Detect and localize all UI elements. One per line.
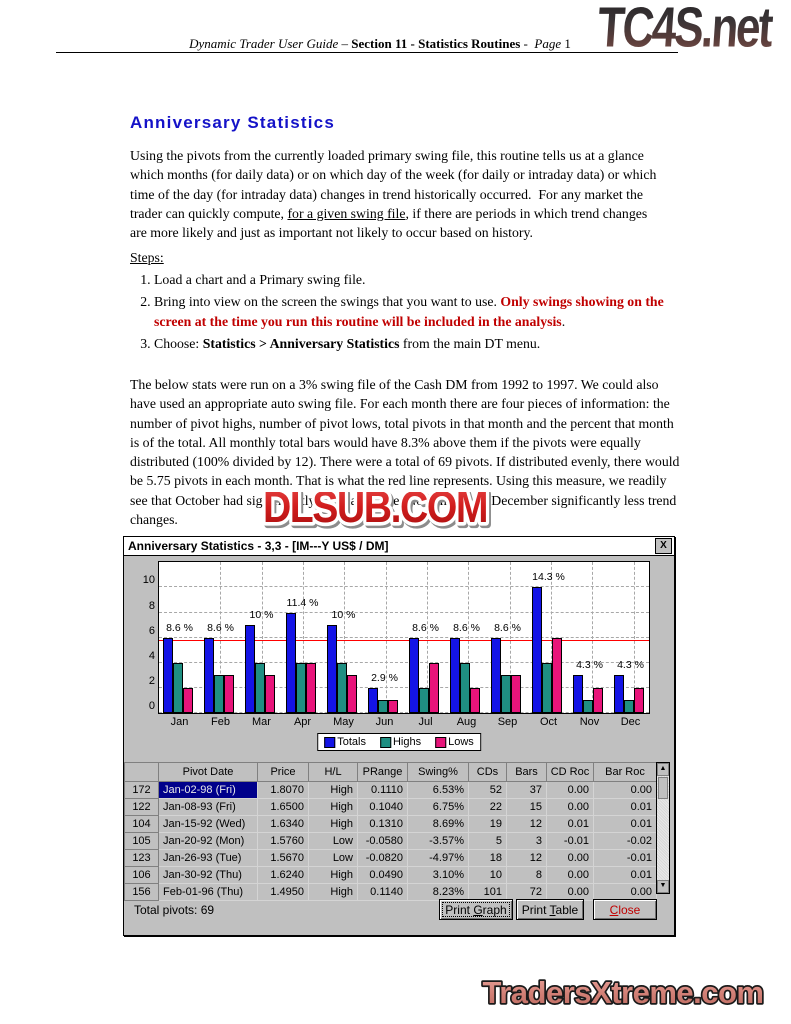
svg-text:DLSUB.COM: DLSUB.COM [263,492,487,532]
svg-text:TradersXtreme.com: TradersXtreme.com [483,975,764,1010]
